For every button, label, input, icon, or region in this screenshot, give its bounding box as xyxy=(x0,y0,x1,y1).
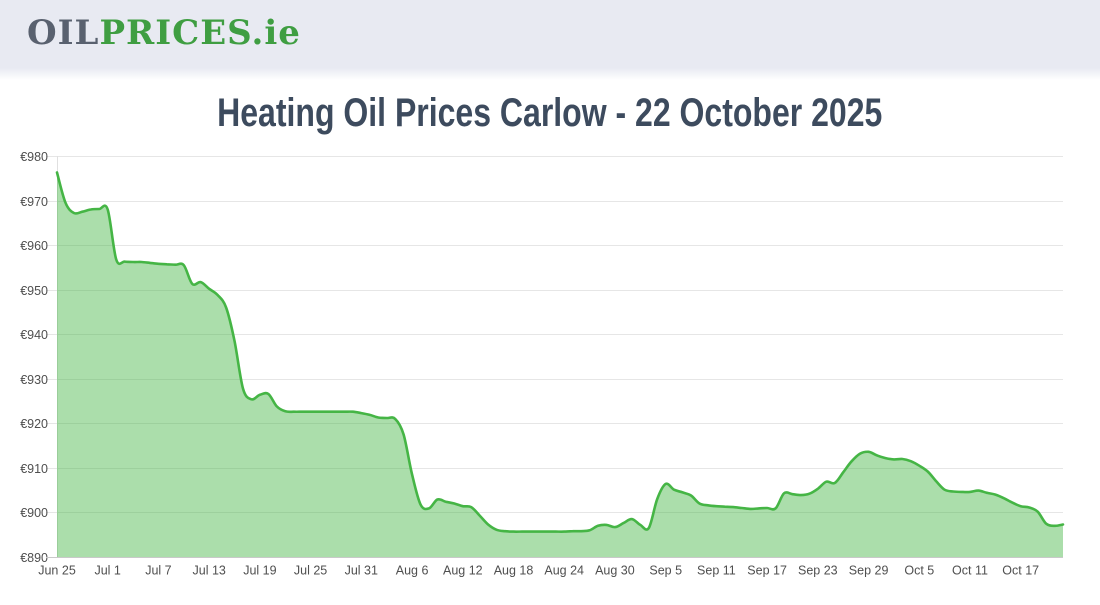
site-header: OILPRICES.ie xyxy=(0,0,1100,68)
x-tick-label: Jul 7 xyxy=(145,564,171,578)
x-tick-label: Sep 17 xyxy=(747,564,787,578)
y-tick-label: €960 xyxy=(20,239,48,253)
y-tick-label: €940 xyxy=(20,328,48,342)
y-tick-label: €890 xyxy=(20,551,48,565)
x-tick-label: Jul 25 xyxy=(294,564,327,578)
logo-text-oil: OIL xyxy=(27,13,100,53)
page-title-text: Heating Oil Prices Carlow - 22 October 2… xyxy=(217,91,883,135)
x-tick-label: Jul 19 xyxy=(243,564,276,578)
y-tick-label: €900 xyxy=(20,506,48,520)
y-tick-label: €920 xyxy=(20,417,48,431)
x-tick-label: Aug 24 xyxy=(544,564,584,578)
header-shadow xyxy=(0,68,1100,80)
x-tick-label: Aug 12 xyxy=(443,564,483,578)
price-area-fill[interactable] xyxy=(57,172,1063,558)
y-tick-label: €980 xyxy=(20,150,48,164)
y-tick-label: €930 xyxy=(20,373,48,387)
x-tick-label: Sep 23 xyxy=(798,564,838,578)
heating-oil-price-chart[interactable]: €890 €900 €910 €920 €930 €940 €950 €960 €970 €980… xyxy=(0,145,1100,600)
x-tick-label: Jul 13 xyxy=(193,564,226,578)
site-logo[interactable]: OILPRICES.ie xyxy=(27,12,301,54)
y-tick-label: €970 xyxy=(20,195,48,209)
x-tick-label: Aug 30 xyxy=(595,564,635,578)
x-tick-label: Oct 5 xyxy=(904,564,934,578)
x-tick-label: Sep 5 xyxy=(649,564,682,578)
x-tick-label: Aug 18 xyxy=(494,564,534,578)
y-tick-label: €910 xyxy=(20,462,48,476)
x-tick-label: Jul 1 xyxy=(94,564,120,578)
page-title: Heating Oil Prices Carlow - 22 October 2… xyxy=(0,90,1100,138)
x-tick-label: Aug 6 xyxy=(396,564,429,578)
x-tick-label: Oct 11 xyxy=(952,564,988,578)
x-tick-label: Sep 29 xyxy=(849,564,889,578)
x-tick-label: Oct 17 xyxy=(1002,564,1039,578)
price-line-series[interactable] xyxy=(55,171,1065,533)
x-tick-label: Jun 25 xyxy=(38,564,76,578)
y-tick-label: €950 xyxy=(20,284,48,298)
logo-text-domain-suffix: .ie xyxy=(251,13,301,53)
logo-text-prices: PRICES xyxy=(99,13,252,53)
area-chart-svg[interactable]: €890 €900 €910 €920 €930 €940 €950 €960 €970 €980… xyxy=(0,145,1100,600)
x-tick-label: Jul 31 xyxy=(345,564,378,578)
x-tick-label: Sep 11 xyxy=(697,564,736,578)
